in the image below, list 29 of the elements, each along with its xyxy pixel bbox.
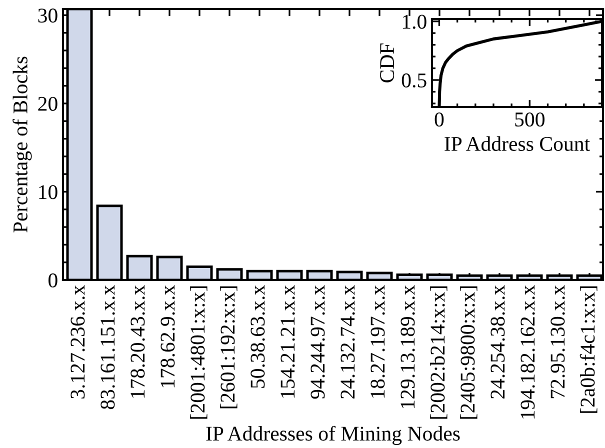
- x-tick-label: 178.20.43.x.x: [130, 285, 145, 398]
- x-tick-label: 3.127.236.x.x: [70, 285, 85, 398]
- y-tick-label: 20: [38, 96, 58, 111]
- x-axis-title: IP Address Count: [444, 136, 590, 151]
- x-tick-label: 94.244.97.x.x: [310, 285, 325, 399]
- x-tick-label: [2405:9800:x:x]: [460, 286, 478, 419]
- y-axis-title: CDF: [380, 43, 394, 82]
- x-tick-label: 50.38.63.x.x: [250, 285, 265, 388]
- y-tick-label: 1.0: [402, 14, 426, 29]
- x-tick-label: 500: [515, 112, 544, 127]
- y-tick-label: 30: [38, 8, 58, 23]
- y-tick-label: 0.5: [402, 73, 426, 88]
- y-tick-label: 10: [39, 185, 58, 200]
- x-tick-label: 83.161.151.x.x: [100, 285, 115, 410]
- x-tick-label: [2002:b214:x:x]: [430, 286, 448, 419]
- x-tick-label: 72.95.130.x.x: [550, 285, 565, 398]
- x-tick-label: 154.21.21.x.x: [280, 285, 295, 398]
- y-tick-label: 0: [48, 273, 58, 288]
- y-axis-title: Percentage of Blocks: [12, 56, 32, 232]
- x-tick-label: 129.13.189.x.x: [400, 285, 415, 408]
- x-tick-label: [2601:192:x:x]: [220, 286, 238, 408]
- x-tick-label: [2001:4801:x:x]: [190, 286, 208, 419]
- x-tick-label: 24.132.74.x.x: [340, 285, 355, 399]
- x-tick-label: 18.27.197.x.x: [370, 285, 385, 398]
- x-tick-label: 178.62.9.x.x: [160, 285, 175, 388]
- x-tick-label: 24.254.38.x.x: [490, 285, 505, 399]
- x-tick-label: [2a0b:f4c1:x:x]: [580, 286, 598, 413]
- x-tick-label: 194.182.162.x.x: [520, 285, 535, 418]
- x-axis-title: IP Addresses of Mining Nodes: [206, 426, 460, 445]
